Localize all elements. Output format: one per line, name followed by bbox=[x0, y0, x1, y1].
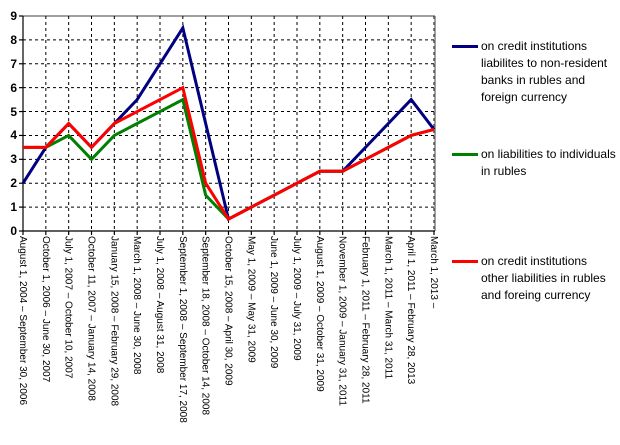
x-tick-label: October 1, 2006 – June 30, 2007 bbox=[39, 236, 51, 383]
x-tick-label: June 1, 2009 – June 30, 2009 bbox=[268, 236, 280, 369]
legend-item: on liabilities to individuals in rubles bbox=[452, 146, 617, 180]
y-tick-label: 4 bbox=[10, 128, 17, 143]
x-tick-label: July 1, 2007 – October 10, 2007 bbox=[62, 236, 74, 379]
x-tick-label: January 15, 2008 – February 29, 2008 bbox=[108, 236, 120, 407]
x-tick-label: April 1, 2011 – February 28, 2013 bbox=[405, 236, 417, 385]
x-tick-label: October 15, 2008 – April 30, 2009 bbox=[222, 236, 234, 386]
x-tick-label: March 1, 2011 – March 31, 2011 bbox=[382, 236, 394, 380]
legend-line-swatch bbox=[452, 260, 478, 263]
x-tick-label: March 1, 2008 – June 30, 2008 bbox=[131, 236, 143, 375]
series-line-2 bbox=[23, 85, 435, 222]
y-tick-label: 1 bbox=[10, 200, 17, 215]
legend-line-swatch bbox=[452, 45, 478, 48]
legend-label: on credit institutions other liabilities… bbox=[481, 254, 606, 302]
y-tick-label: 9 bbox=[10, 9, 17, 23]
x-tick-label: September 1, 2008 – September 17, 2008 bbox=[176, 236, 188, 423]
legend-label: on credit institutions liabilites to non… bbox=[481, 39, 608, 104]
x-tick-label: November 1, 2009 – January 31, 2011 bbox=[336, 236, 348, 406]
y-tick-label: 6 bbox=[10, 80, 17, 95]
y-tick-label: 7 bbox=[10, 56, 17, 71]
x-tick-label: May 1, 2009 – May 31, 2009 bbox=[245, 236, 257, 363]
legend-item: on credit institutions other liabilities… bbox=[452, 253, 617, 304]
x-tick-label: July 1, 2009 – July 31, 2009 bbox=[291, 236, 302, 361]
y-tick-label: 8 bbox=[10, 32, 17, 47]
y-tick-label: 5 bbox=[10, 104, 17, 119]
x-tick-label: March 1, 2013 – bbox=[428, 236, 439, 309]
x-tick-label: September 18, 2008 – October 14, 2008 bbox=[199, 236, 211, 416]
y-tick-label: 3 bbox=[10, 152, 17, 167]
x-tick-label: August 1, 2004 – September 30, 2006 bbox=[17, 236, 28, 406]
x-tick-label: October 11, 2007 – January 14, 2008 bbox=[85, 236, 97, 401]
legend-item: on credit institutions liabilites to non… bbox=[452, 38, 617, 106]
x-tick-label: July 1, 2008 – August 31, 2008 bbox=[154, 236, 165, 374]
x-tick-label: August 1, 2009 – October 31, 2009 bbox=[313, 236, 325, 392]
legend-line-swatch bbox=[452, 153, 478, 156]
y-tick-label: 0 bbox=[10, 224, 17, 238]
y-tick-label: 2 bbox=[10, 176, 17, 191]
x-tick-label: February 1, 2011 – February 28, 2011 bbox=[359, 236, 371, 404]
legend-label: on liabilities to individuals in rubles bbox=[481, 147, 616, 178]
